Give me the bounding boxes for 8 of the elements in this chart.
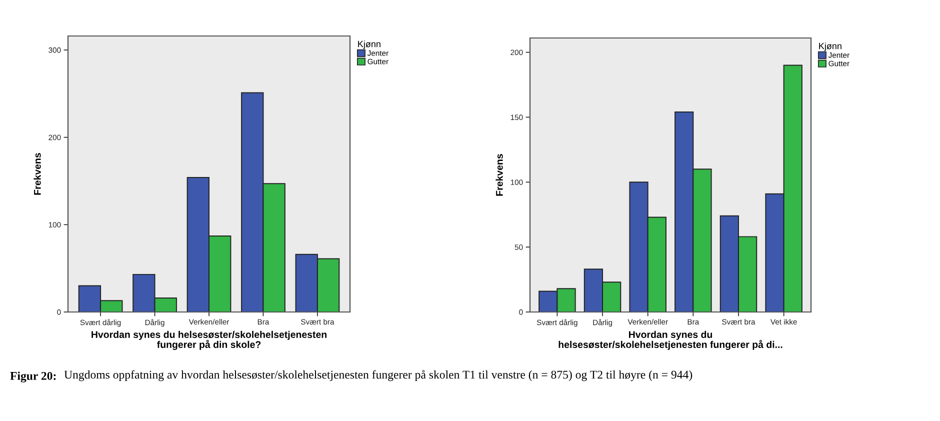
x-axis-title: Hvordan synes du helsesøster/skolehelsetjenesten fungerer på di... xyxy=(558,330,782,350)
x-axis-title: Hvordan synes du helsesøster/skolehelsetjenesten fungerer på din skole? xyxy=(92,330,326,350)
legend-title: Kjønn xyxy=(819,42,842,51)
y-axis-title: Frekvens xyxy=(34,153,41,195)
y-axis-title: Frekvens xyxy=(496,154,503,196)
legend-title: Kjønn xyxy=(358,40,380,49)
text: Ungdoms oppfatning av hvordan helsesøster/skolehelsetjenesten fungerer på skolen T1 til venstre (n = 875) og T2 til høyre (n = 944) xyxy=(64,370,692,382)
text: Figur 20: xyxy=(10,372,56,382)
